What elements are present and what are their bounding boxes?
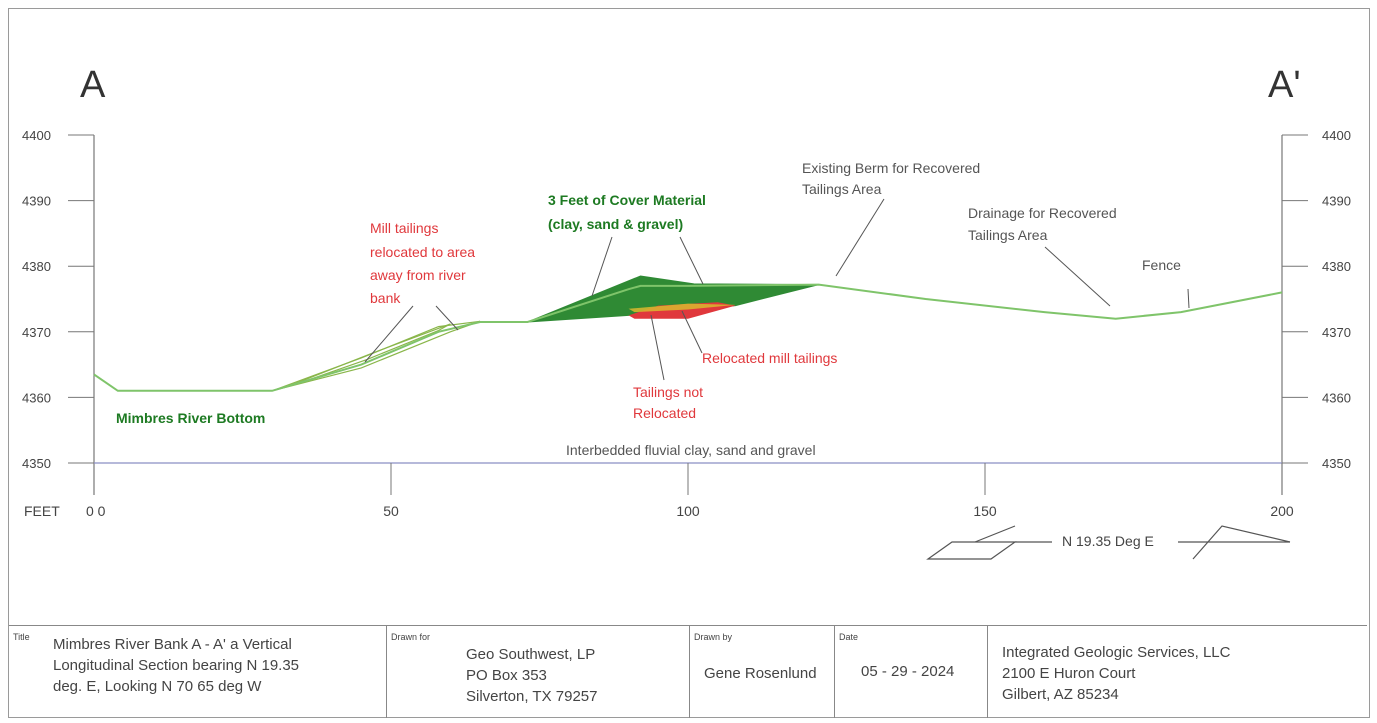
- bearing-riser-left: [974, 525, 1016, 543]
- leader-lines: [364, 198, 1190, 381]
- drawn-by-value: Gene Rosenlund: [704, 665, 817, 682]
- tailings-cap-layer: [628, 303, 736, 313]
- cover-line-1: 3 Feet of Cover Material: [548, 192, 706, 208]
- date-value: 05 - 29 - 2024: [861, 663, 955, 680]
- y-tick-label-left: 4350: [22, 456, 51, 471]
- relocated-tailings-label: Relocated mill tailings: [702, 350, 837, 366]
- river-bottom-label: Mimbres River Bottom: [116, 410, 265, 426]
- section-label-a-prime: A': [1268, 64, 1301, 106]
- drawn-for-line-2: PO Box 353: [466, 667, 547, 684]
- x-tick-label: 200: [1270, 503, 1294, 519]
- x-tick-label: 150: [973, 503, 997, 519]
- drawn-by-cell: Drawn by Gene Rosenlund: [689, 626, 835, 718]
- x-tick-label: 100: [676, 503, 700, 519]
- leader-drainage: [1044, 246, 1111, 307]
- leader-berm: [835, 198, 885, 277]
- title-caption: Title: [13, 632, 30, 642]
- mill-tailings-line-3: away from river: [370, 267, 466, 283]
- leader-mill-tailings-1: [364, 305, 414, 363]
- y-tick-label-left: 4370: [22, 325, 51, 340]
- y-tick-label-right: 4370: [1322, 325, 1351, 340]
- drainage-note: Drainage for Recovered Tailings Area: [968, 205, 1117, 243]
- leader-cover-2: [679, 236, 704, 285]
- company-line-2: 2100 E Huron Court: [1002, 665, 1136, 682]
- title-cell: Title Mimbres River Bank A - A' a Vertic…: [9, 626, 386, 718]
- geology-layers: [93, 275, 1283, 392]
- leader-fence: [1187, 288, 1190, 309]
- elevation-ticks: 4400 4400 4390 4390 4380 4380 4370 4370 4360 4360…: [22, 128, 1351, 471]
- units-label: FEET: [24, 503, 60, 519]
- interbedded-label: Interbedded fluvial clay, sand and grave…: [566, 442, 816, 458]
- drawn-for-line-3: Silverton, TX 79257: [466, 688, 598, 705]
- date-cell: Date 05 - 29 - 2024: [834, 626, 988, 718]
- not-relocated-line-1: Tailings not: [633, 384, 703, 400]
- y-tick-label-left: 4390: [22, 194, 51, 209]
- leader-not-relocated: [650, 314, 665, 381]
- ground-surface-profile: [93, 283, 1283, 392]
- cover-material-note: 3 Feet of Cover Material (clay, sand & g…: [548, 192, 706, 232]
- drawn-for-caption: Drawn for: [391, 632, 431, 642]
- y-tick-label-left: 4360: [22, 390, 51, 405]
- mill-tailings-note: Mill tailings relocated to area away fro…: [370, 220, 475, 306]
- berm-line-1: Existing Berm for Recovered: [802, 160, 980, 176]
- berm-note: Existing Berm for Recovered Tailings Are…: [802, 160, 980, 197]
- title-line-2: Longitudinal Section bearing N 19.35: [53, 657, 300, 674]
- leader-mill-tailings-2: [435, 305, 459, 331]
- title-line-1: Mimbres River Bank A - A' a Vertical: [53, 636, 292, 653]
- mill-tailings-line-1: Mill tailings: [370, 220, 438, 236]
- y-tick-label-left: 4400: [22, 128, 51, 143]
- drainage-line-1: Drainage for Recovered: [968, 205, 1117, 221]
- not-relocated-note: Tailings not Relocated: [633, 384, 703, 421]
- berm-line-2: Tailings Area: [802, 181, 882, 197]
- section-label-a: A: [80, 64, 106, 106]
- y-tick-label-right: 4360: [1322, 390, 1351, 405]
- mill-tailings-line-4: bank: [370, 290, 401, 306]
- leader-relocated: [681, 310, 703, 354]
- company-line-3: Gilbert, AZ 85234: [1002, 686, 1119, 703]
- bearing-indicator: [926, 525, 1291, 560]
- fence-label: Fence: [1142, 257, 1181, 273]
- y-tick-label-right: 4400: [1322, 128, 1351, 143]
- company-cell: Integrated Geologic Services, LLC 2100 E…: [987, 626, 1367, 718]
- x-tick-label: 50: [383, 503, 399, 519]
- origin-label: 0 0: [86, 503, 106, 519]
- leader-cover-1: [591, 236, 613, 297]
- mill-tailings-line-2: relocated to area: [370, 244, 475, 260]
- title-line-3: deg. E, Looking N 70 65 deg W: [53, 678, 262, 695]
- y-tick-label-right: 4380: [1322, 259, 1351, 274]
- y-tick-label-right: 4350: [1322, 456, 1351, 471]
- bearing-plane-icon: [926, 541, 1017, 560]
- bearing-arrow-icon: [1192, 525, 1291, 560]
- title-block: Title Mimbres River Bank A - A' a Vertic…: [9, 625, 1367, 718]
- date-caption: Date: [839, 632, 859, 642]
- cover-line-2: (clay, sand & gravel): [548, 216, 683, 232]
- drawn-by-caption: Drawn by: [694, 632, 733, 642]
- y-tick-label-left: 4380: [22, 259, 51, 274]
- drawn-for-cell: Drawn for Geo Southwest, LP PO Box 353 S…: [386, 626, 690, 718]
- bearing-label: N 19.35 Deg E: [1062, 533, 1154, 549]
- cross-section-diagram: A A' 4400 4400 4390 4390 4380 4380 4370 4370 436…: [22, 64, 1351, 560]
- drainage-line-2: Tailings Area: [968, 227, 1048, 243]
- drawn-for-line-1: Geo Southwest, LP: [466, 646, 596, 663]
- company-line-1: Integrated Geologic Services, LLC: [1002, 644, 1231, 661]
- y-tick-label-right: 4390: [1322, 194, 1351, 209]
- distance-ticks: 50 100 150 200: [383, 463, 1294, 519]
- not-relocated-line-2: Relocated: [633, 405, 696, 421]
